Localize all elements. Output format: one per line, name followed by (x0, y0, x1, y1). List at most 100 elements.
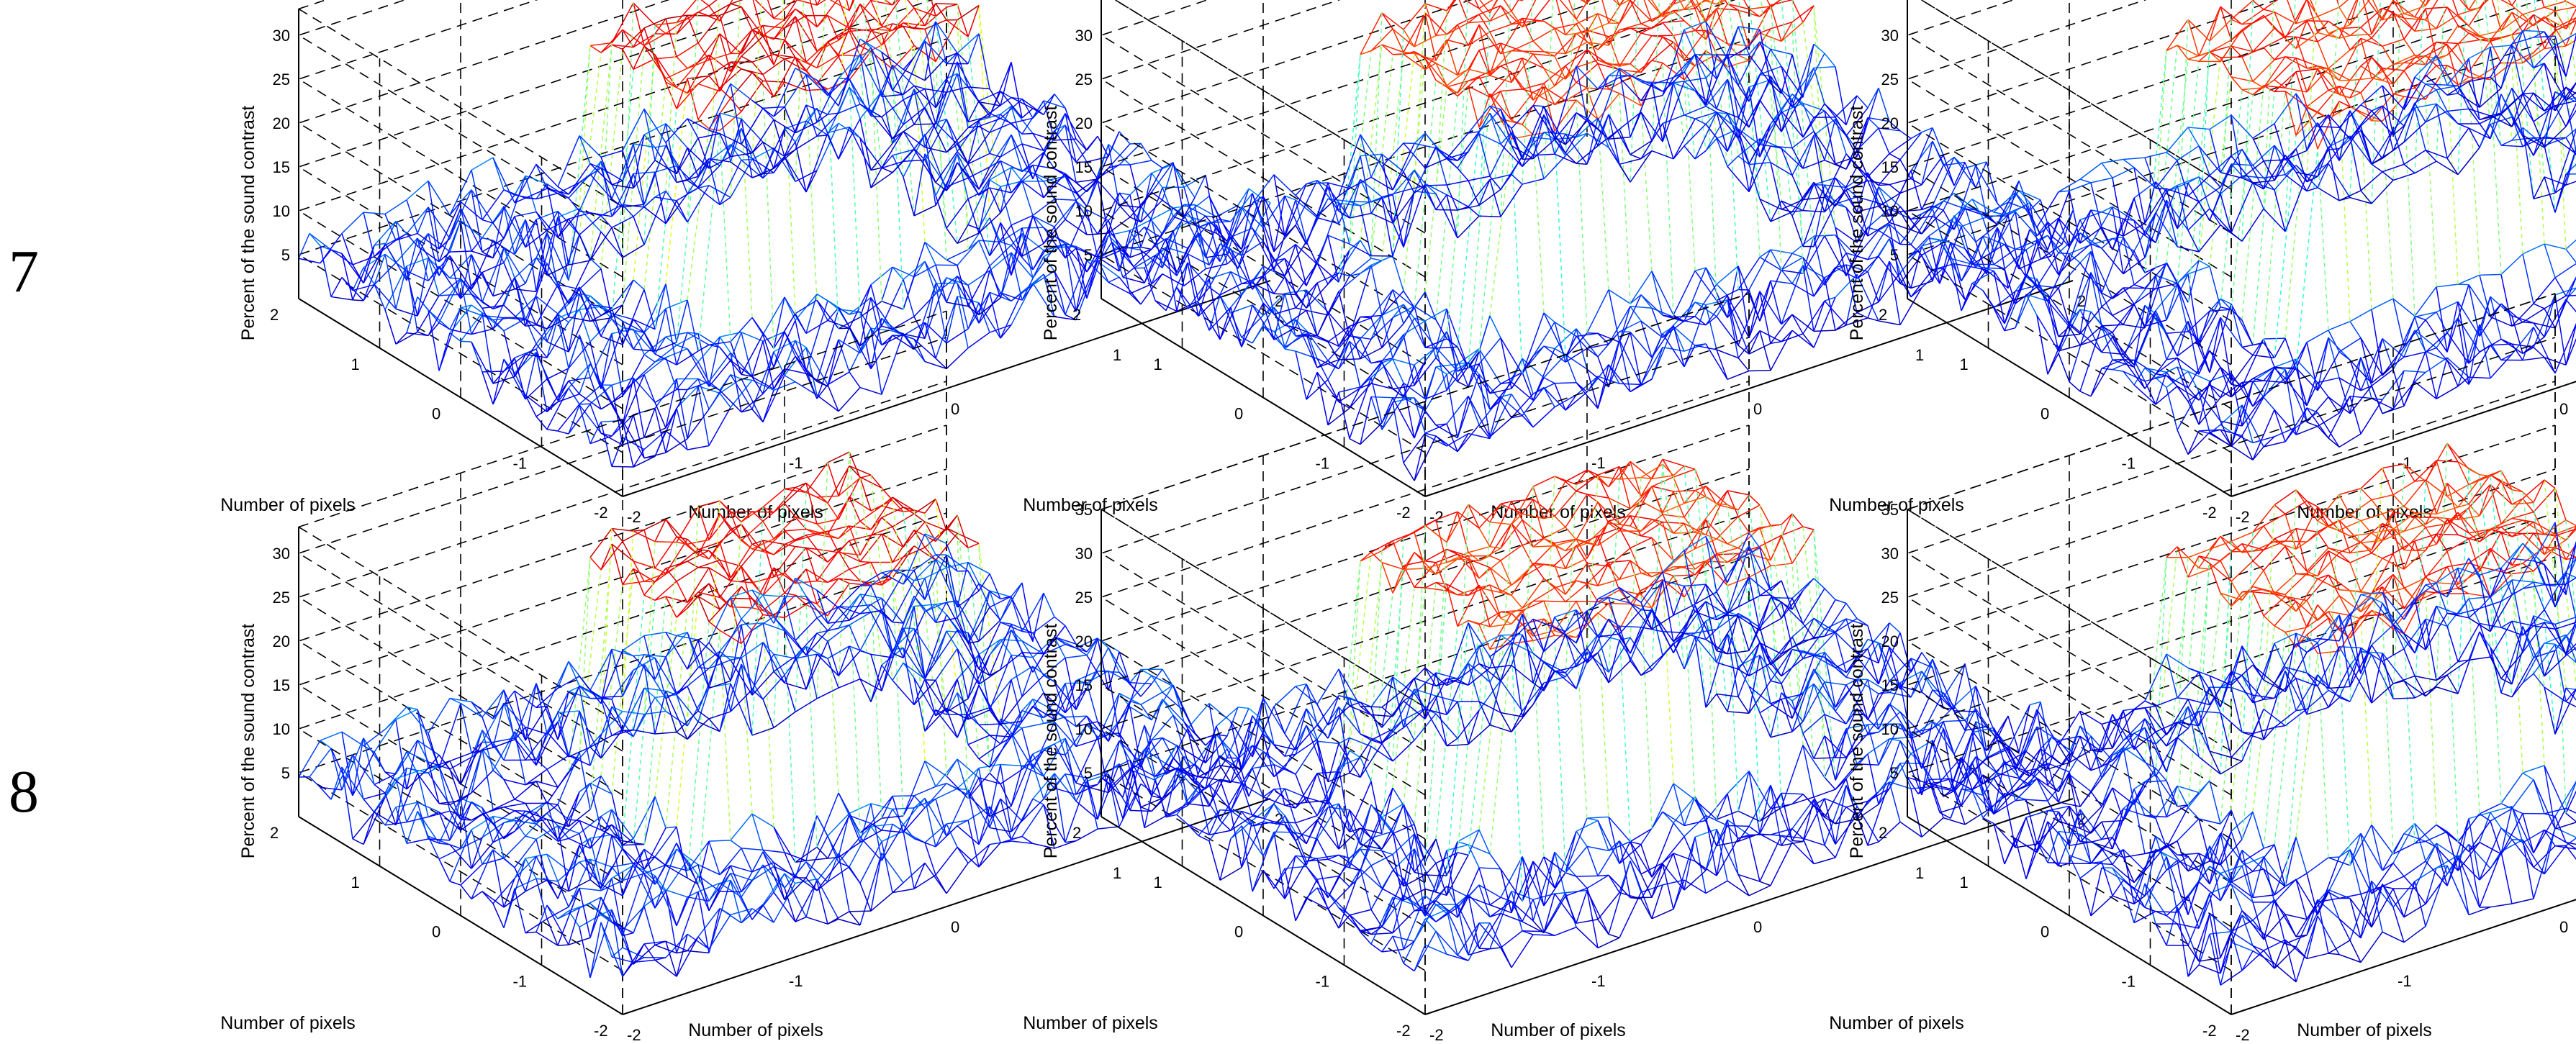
mesh-line (600, 215, 613, 228)
mesh-line (622, 279, 634, 306)
mesh-line (708, 33, 720, 60)
mesh-line (1338, 387, 1361, 403)
mesh-line (482, 247, 505, 303)
mesh-line (1162, 204, 1185, 235)
mesh-line (471, 157, 494, 171)
mesh-line (700, 0, 710, 6)
mesh-line (460, 278, 472, 335)
mesh-line (1183, 204, 1206, 217)
mesh-line (849, 78, 861, 105)
mesh-line (600, 335, 623, 345)
z-tick-label: 25 (273, 71, 290, 88)
mesh-line (1108, 131, 1120, 158)
mesh-line (957, 276, 980, 315)
mesh-line (827, 15, 850, 29)
mesh-line (1032, 94, 1055, 119)
mesh-line (773, 119, 796, 134)
mesh-line (903, 26, 915, 46)
mesh-line (773, 68, 796, 117)
mesh-line (622, 173, 634, 208)
mesh-line (374, 240, 397, 258)
mesh-line (1032, 164, 1055, 170)
mesh-line (546, 429, 559, 432)
mesh-line (395, 331, 418, 345)
mesh-line (719, 127, 742, 166)
mesh-line (1327, 341, 1350, 381)
mesh-line (838, 53, 861, 79)
mesh-line (1370, 383, 1393, 390)
mesh-line (503, 206, 526, 248)
mesh-line (1187, 301, 1199, 309)
mesh-line (535, 416, 548, 430)
mesh-line (611, 198, 623, 208)
mesh-line (1043, 273, 1066, 315)
mesh-line (1446, 396, 1469, 425)
mesh-line (849, 327, 861, 347)
mesh-line (741, 393, 764, 413)
mesh-line (525, 188, 548, 199)
mesh-line (795, 57, 807, 72)
mesh-line (363, 212, 386, 215)
mesh-line (967, 179, 990, 225)
mesh-line (514, 163, 537, 204)
mesh-line (643, 289, 656, 330)
mesh-line (881, 301, 904, 310)
mesh-line (773, 340, 796, 353)
mesh-line (654, 378, 677, 409)
mesh-line (1208, 286, 1221, 296)
y-tick-label: 2 (1072, 306, 1081, 324)
mesh-line (1075, 246, 1088, 299)
mesh-line (687, 445, 710, 450)
mesh-line (913, 260, 926, 278)
mesh-line (1000, 222, 1012, 276)
mesh-line (352, 264, 364, 283)
mesh-line (773, 319, 796, 368)
mesh-line (676, 176, 699, 183)
mesh-line (881, 279, 904, 327)
mesh-line (935, 151, 958, 183)
mesh-line (579, 210, 591, 214)
mesh-line (1000, 62, 1012, 106)
mesh-line (687, 75, 710, 79)
mesh-line (1000, 105, 1012, 115)
mesh-line (719, 132, 742, 145)
mesh-line (374, 283, 397, 309)
mesh-line (449, 329, 472, 335)
mesh-line (838, 38, 861, 106)
mesh-line (428, 233, 440, 276)
mesh-line (967, 112, 990, 129)
mesh-line (838, 317, 861, 330)
mesh-line (503, 247, 526, 284)
mesh-line (697, 187, 720, 206)
mesh-line (611, 279, 634, 309)
mesh-line (622, 320, 645, 333)
mesh-line (859, 45, 882, 57)
y-tick-label: 2 (270, 306, 279, 324)
mesh-line (482, 237, 494, 241)
mesh-line (1000, 118, 1012, 124)
mesh-line (579, 286, 602, 317)
x-tick-label: 1 (1113, 346, 1121, 364)
mesh-line (633, 319, 656, 330)
mesh-line (471, 315, 483, 335)
mesh-line (935, 21, 947, 64)
mesh-line (687, 5, 710, 19)
mesh-line (589, 318, 613, 342)
mesh-line (1154, 300, 1178, 312)
mesh-line (492, 157, 515, 204)
mesh-line (665, 118, 688, 143)
mesh-line (924, 88, 947, 93)
mesh-line (1043, 94, 1055, 115)
mesh-line (946, 348, 969, 369)
z-tick-label: 30 (273, 27, 290, 45)
x-tick-label: 0 (1753, 400, 1762, 418)
mesh-line (924, 260, 947, 303)
mesh-line (881, 33, 893, 70)
mesh-line (859, 301, 882, 318)
z-tick-label: 10 (273, 202, 290, 220)
mesh-line (1414, 397, 1426, 434)
mesh-line (719, 133, 731, 157)
mesh-line (967, 101, 980, 122)
mesh-line (546, 387, 569, 430)
